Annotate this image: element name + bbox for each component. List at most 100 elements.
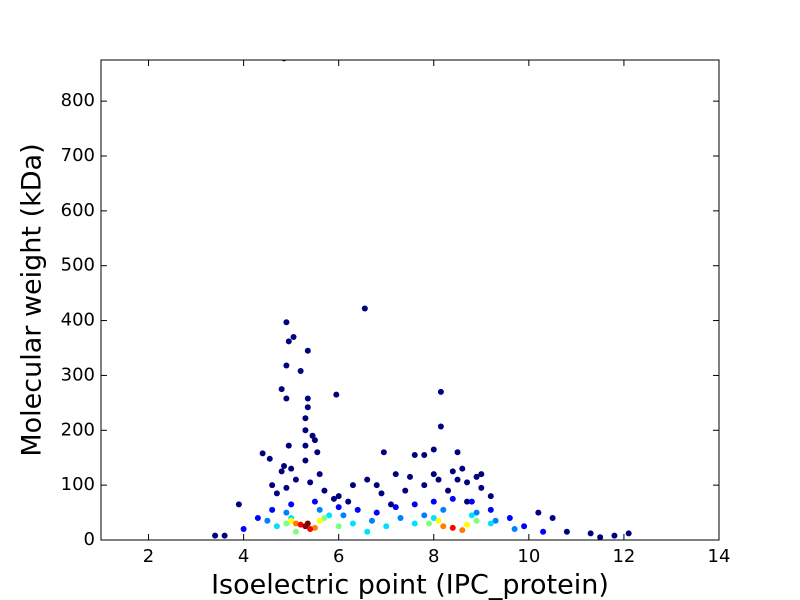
point (492, 517, 499, 524)
y-tick-label: 400 (61, 310, 95, 331)
point (368, 517, 375, 524)
point (597, 534, 604, 540)
point (285, 442, 292, 449)
y-tick-label: 800 (61, 90, 95, 111)
point (430, 446, 437, 453)
point (411, 520, 418, 527)
point (316, 506, 323, 513)
point (285, 338, 292, 345)
point (430, 471, 437, 478)
point (364, 476, 371, 483)
point (387, 501, 394, 508)
x-tick-label: 14 (708, 546, 731, 567)
point (421, 451, 428, 458)
point (473, 517, 480, 524)
point (392, 504, 399, 511)
point (380, 449, 387, 456)
point (316, 471, 323, 478)
point (269, 482, 276, 489)
point (435, 517, 442, 524)
point (587, 530, 594, 537)
point (373, 509, 380, 516)
point (449, 495, 456, 502)
point (288, 501, 295, 508)
point (430, 515, 437, 522)
point (326, 512, 333, 519)
point (330, 495, 337, 502)
x-tick-label: 10 (517, 546, 540, 567)
point (487, 506, 494, 513)
point (549, 515, 556, 522)
point (473, 473, 480, 480)
point (292, 476, 299, 483)
point (302, 415, 309, 422)
point (281, 462, 288, 469)
point (421, 482, 428, 489)
point (349, 482, 356, 489)
y-tick-label: 100 (61, 474, 95, 495)
point (378, 490, 385, 497)
point (302, 442, 309, 449)
point (292, 520, 299, 527)
point (314, 449, 321, 456)
point (311, 437, 318, 444)
x-tick-label: 4 (238, 546, 249, 567)
point (307, 526, 314, 533)
point (283, 395, 290, 402)
point (297, 521, 304, 528)
x-axis-label: Isoelectric point (IPC_protein) (211, 570, 609, 600)
point (468, 512, 475, 519)
point (383, 523, 390, 530)
point (307, 479, 314, 486)
point (278, 468, 285, 475)
point (364, 528, 371, 535)
point (392, 471, 399, 478)
y-tick-label: 0 (84, 529, 95, 550)
point (321, 487, 328, 494)
point (311, 498, 318, 505)
point (449, 524, 456, 531)
point (435, 476, 442, 483)
point (430, 498, 437, 505)
point (426, 520, 433, 527)
point (302, 427, 309, 434)
point (535, 509, 542, 516)
point (402, 487, 409, 494)
point (411, 501, 418, 508)
point (221, 532, 228, 539)
point (304, 395, 311, 402)
point (288, 465, 295, 472)
point (464, 521, 471, 528)
point (445, 487, 452, 494)
point (506, 515, 513, 522)
point (302, 457, 309, 464)
point (212, 532, 219, 539)
point (254, 515, 261, 522)
point (487, 520, 494, 527)
point (440, 523, 447, 530)
point (304, 347, 311, 354)
point (407, 473, 413, 480)
point (511, 526, 518, 533)
x-tick-label: 12 (612, 546, 635, 567)
y-tick-label: 700 (61, 145, 95, 166)
point (349, 520, 356, 527)
point (468, 498, 475, 505)
x-tick-label: 6 (333, 546, 344, 567)
point (290, 334, 297, 341)
point (473, 509, 480, 516)
point (521, 523, 528, 530)
point (283, 484, 290, 491)
point (478, 484, 485, 491)
point (449, 468, 456, 475)
point (487, 493, 494, 500)
point (440, 506, 447, 513)
point (304, 404, 311, 411)
point (240, 526, 247, 533)
point (297, 368, 304, 375)
point (321, 515, 328, 522)
point (361, 305, 368, 312)
point (421, 512, 428, 519)
point (563, 528, 570, 535)
